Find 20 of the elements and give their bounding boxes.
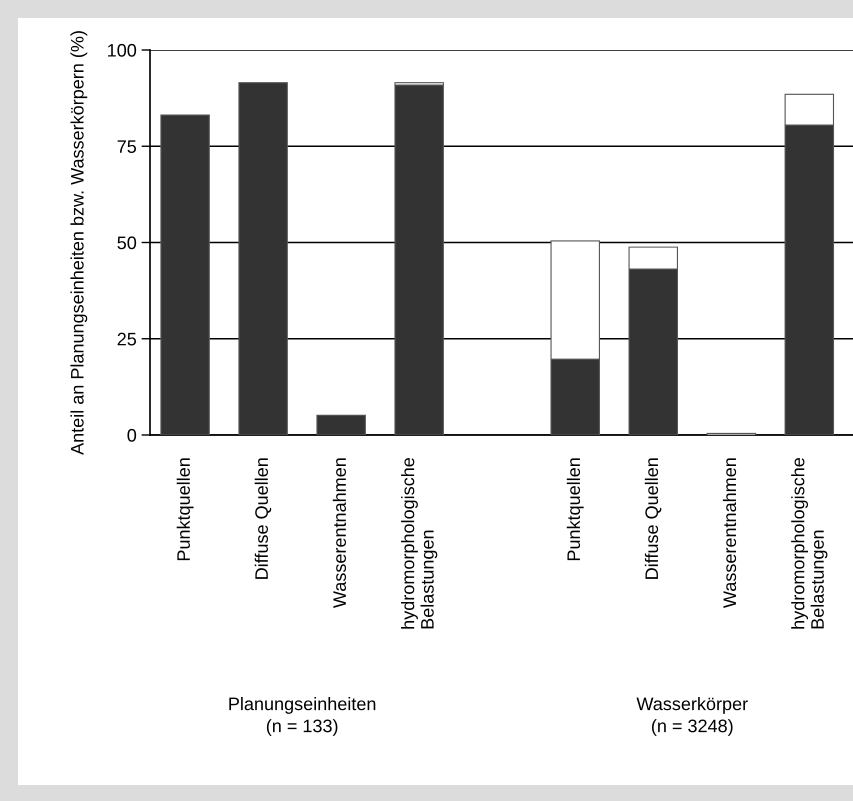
text: Wasserkörper (n = 3248)	[636, 697, 748, 736]
y-tick-label: 0	[127, 428, 136, 442]
x-tick-label: hydromorphologische Belastungen	[791, 458, 828, 629]
bar	[394, 84, 444, 435]
y-tick-label: 100	[108, 44, 136, 57]
bar	[160, 114, 210, 435]
text: Planungseinheiten (n = 133)	[229, 697, 376, 736]
bar	[316, 414, 366, 435]
y-axis-title: Anteil an Planungseinheiten bzw. Wasserkörpern (%)	[70, 31, 88, 455]
y-tick-label: 25	[118, 332, 136, 346]
bar	[238, 82, 288, 435]
x-tick-label: Punktquellen	[566, 458, 584, 560]
x-tick-label: hydromorphologische Belastungen	[401, 458, 438, 629]
y-tick-label: 75	[118, 140, 136, 153]
y-tick-label: 50	[117, 236, 136, 250]
x-tick-label: Diffuse Quellen	[254, 458, 272, 579]
x-tick-label: Punktquellen	[176, 458, 194, 560]
x-tick-label: Diffuse Quellen	[644, 458, 662, 579]
x-tick-label: Wasserentnahmen	[722, 458, 736, 608]
x-tick-label: Wasserentnahmen	[332, 458, 346, 608]
